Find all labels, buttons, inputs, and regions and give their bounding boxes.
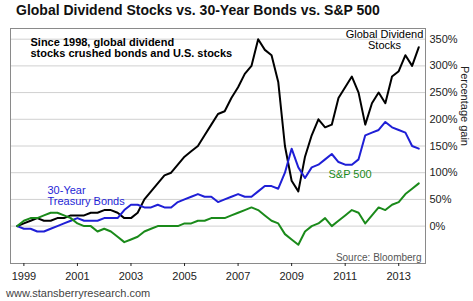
svg-text:1999: 1999 [12, 270, 36, 282]
svg-text:Source: Bloomberg: Source: Bloomberg [336, 252, 422, 263]
html-text:www.stansberryresearch.com: www.stansberryresearch.com [6, 287, 151, 299]
svg-text:Since 1998, global dividendsto: Since 1998, global dividendstocks crushe… [31, 36, 233, 59]
svg-text:2003: 2003 [119, 270, 143, 282]
svg-text:250%: 250% [430, 86, 458, 98]
svg-text:50%: 50% [430, 193, 452, 205]
svg-text:100%: 100% [430, 166, 458, 178]
html-text:Global Dividend Stocks vs. 30-: Global Dividend Stocks vs. 30-Year Bonds… [16, 2, 380, 18]
svg-text:200%: 200% [430, 113, 458, 125]
svg-text:2013: 2013 [386, 270, 410, 282]
svg-text:0%: 0% [430, 220, 446, 232]
svg-text:2011: 2011 [333, 270, 357, 282]
svg-text:2007: 2007 [226, 270, 250, 282]
svg-text:Global DividendStocks: Global DividendStocks [346, 28, 424, 51]
svg-text:2009: 2009 [279, 270, 303, 282]
svg-text:30-YearTreasury Bonds: 30-YearTreasury Bonds [48, 184, 126, 207]
svg-text:350%: 350% [430, 33, 458, 45]
svg-text:2005: 2005 [172, 270, 196, 282]
svg-text:2001: 2001 [65, 270, 89, 282]
svg-text:300%: 300% [430, 59, 458, 71]
svg-text:S&P 500: S&P 500 [329, 168, 372, 180]
svg-text:Percentage gain: Percentage gain [459, 66, 471, 146]
svg-text:150%: 150% [430, 140, 458, 152]
